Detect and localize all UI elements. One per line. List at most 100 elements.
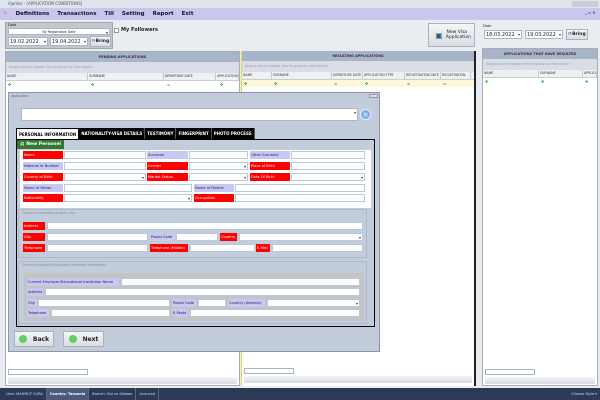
employer-telephone-label: Telephone	[27, 309, 49, 317]
city-label: City	[23, 233, 45, 241]
gender-select[interactable]	[189, 162, 248, 171]
employer-name-input[interactable]	[121, 278, 360, 286]
id-card-icon: ▤	[20, 142, 25, 147]
employer-eposta-input[interactable]	[190, 309, 360, 317]
group-by-hint[interactable]: Drag a column header here to group by th…	[6, 62, 239, 73]
col-surname[interactable]: SURNAME	[88, 73, 164, 80]
place-of-birth-input[interactable]	[291, 162, 365, 170]
city-input[interactable]	[47, 233, 148, 241]
col-application[interactable]: APPLICA	[584, 70, 597, 77]
employer-address-label: Address	[27, 288, 43, 296]
page-input[interactable]	[8, 369, 88, 375]
bring-button[interactable]: ⟳ Bring	[90, 36, 111, 47]
employer-telephone-input[interactable]	[51, 309, 170, 317]
marital-status-select[interactable]	[189, 173, 248, 182]
tab-testimony[interactable]: TESTIMONY	[145, 128, 177, 141]
employer-postal-input[interactable]	[198, 299, 226, 307]
menu-definitions[interactable]: Definitions	[15, 11, 50, 17]
nationality-label: Nationality	[23, 194, 63, 202]
col-departure-date[interactable]: DEPARTURE DATE	[333, 72, 363, 79]
address-input[interactable]	[47, 222, 363, 230]
col-application[interactable]: APPLICATION	[217, 73, 239, 80]
father-name-input[interactable]	[64, 184, 192, 192]
page-input[interactable]	[485, 369, 535, 375]
country-of-birth-select[interactable]	[64, 173, 146, 182]
employer-country-label: Country (Address)	[228, 299, 265, 307]
filter-row[interactable]: ✤ ✤ = ✤ = =	[242, 80, 474, 87]
tab-nationality-visa-details[interactable]: NATIONALITY-VISA DETAILS	[79, 128, 146, 141]
resulted-title: APPLICATIONS THAT HAVE RESULTED	[483, 49, 597, 59]
menu-setting[interactable]: Setting	[121, 11, 145, 17]
col-surname[interactable]: SURNAME	[272, 72, 332, 79]
mdi-controls[interactable]: _ ▫ ✕	[585, 10, 596, 15]
other-surname-input[interactable]	[291, 151, 365, 159]
national-id-input[interactable]	[64, 162, 146, 170]
dialog-title: Application	[11, 94, 29, 98]
date-of-birth-label: Date Of Birth	[250, 173, 290, 181]
national-id-label: National Id Number	[23, 162, 63, 170]
employer-city-input[interactable]	[38, 299, 170, 307]
surname-input[interactable]	[189, 151, 248, 159]
email-input[interactable]	[272, 244, 363, 252]
dialog-close-button[interactable]	[369, 94, 378, 98]
col-departure-date[interactable]: DEPARTURE DATE	[164, 73, 217, 80]
other-surname-label: Other Surname	[250, 151, 290, 159]
next-label: Next	[82, 335, 99, 343]
col-surname[interactable]: SURNAME	[539, 70, 583, 77]
new-personel-button[interactable]: ▤ New Personel	[17, 140, 64, 149]
group-by-hint[interactable]: Drag a column header here to group by th…	[242, 61, 474, 72]
new-visa-label: New Visa Application	[445, 30, 471, 40]
col-name[interactable]: NAME	[6, 73, 89, 80]
date-type-select[interactable]: By Registration Date	[8, 28, 110, 37]
window-controls[interactable]	[572, 1, 598, 7]
tab-photo-process[interactable]: PHOTO PROCESS	[211, 128, 255, 141]
new-visa-application-button[interactable]: ▣ New Visa Application	[428, 23, 475, 47]
back-button[interactable]: Back	[14, 331, 54, 347]
app-icon: ✎	[3, 11, 8, 17]
menu-transactions[interactable]: Transactions	[57, 11, 97, 17]
menu-till[interactable]: Till	[104, 11, 114, 17]
from-date-picker[interactable]: 19.02.2022	[8, 37, 48, 46]
applicant-select[interactable]	[21, 108, 358, 121]
horizontal-scrollbar[interactable]	[485, 377, 595, 384]
col-name[interactable]: NAME	[242, 72, 272, 79]
col-registration[interactable]: REGISTRATION	[441, 72, 471, 79]
postal-code-input[interactable]	[176, 233, 218, 241]
right-bring-button[interactable]: ⟳ Bring	[566, 29, 588, 40]
horizontal-scrollbar[interactable]	[244, 376, 472, 383]
menu-exit[interactable]: Exit	[181, 11, 194, 17]
filter-row[interactable]: ✤ ✤ = ✤	[8, 82, 224, 87]
occupation-input[interactable]	[235, 194, 365, 202]
mother-name-label: Name of Mother	[194, 184, 234, 192]
country-select[interactable]	[239, 233, 363, 242]
my-followers-checkbox[interactable]: My Followers	[114, 27, 158, 33]
mobile-input[interactable]	[190, 244, 255, 252]
col-registration-date[interactable]: REGISTRATION DATE	[405, 72, 441, 79]
to-date-picker[interactable]: 19.04.2022	[50, 37, 88, 46]
date-of-birth-picker[interactable]	[291, 173, 365, 182]
employer-country-select[interactable]	[267, 299, 360, 308]
choose-style-button[interactable]: Choose Style ▾	[571, 392, 597, 396]
filter-row[interactable]: ✤ ✤ ✤	[485, 79, 589, 84]
mother-name-input[interactable]	[235, 184, 365, 192]
to-date-value: 19.04.2022	[52, 39, 81, 45]
group-by-hint[interactable]: Drag a column header here to group by th…	[483, 59, 597, 70]
menu-report[interactable]: Report	[152, 11, 174, 17]
telephone-input[interactable]	[47, 244, 148, 252]
telephone-label: Telephone	[23, 244, 45, 252]
col-name[interactable]: NAME	[483, 70, 539, 77]
employer-group-title: Current Employer/Educational Institution…	[22, 263, 107, 267]
employer-address-input[interactable]	[45, 288, 360, 296]
resulted-column-headers: NAME SURNAME APPLICA	[483, 70, 597, 78]
page-input[interactable]	[244, 368, 294, 374]
name-input[interactable]	[64, 151, 146, 159]
col-application-type[interactable]: APPLICATION TYPE	[363, 72, 405, 79]
nationality-select[interactable]	[64, 194, 192, 203]
right-to-date-picker[interactable]: 19.03.2022	[525, 30, 563, 39]
horizontal-scrollbar[interactable]	[8, 377, 237, 384]
tab-fingerprint[interactable]: FINGERPRINT	[176, 128, 212, 141]
checkbox-box[interactable]	[114, 27, 119, 33]
next-button[interactable]: Next	[63, 331, 104, 347]
search-button[interactable]	[360, 109, 371, 120]
right-from-date-picker[interactable]: 18.03.2022	[484, 30, 522, 39]
